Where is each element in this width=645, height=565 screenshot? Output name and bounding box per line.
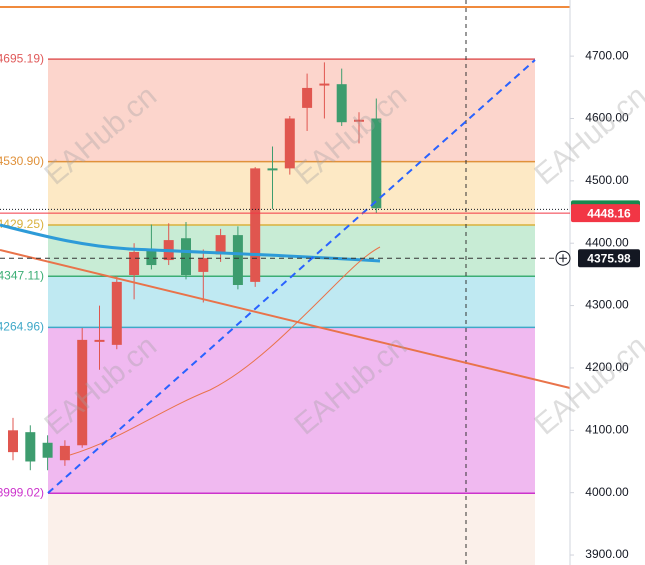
candle-body bbox=[250, 168, 261, 282]
candle-body bbox=[77, 339, 88, 446]
y-tick-label: 4200.00 bbox=[585, 360, 629, 374]
candle-body bbox=[42, 442, 53, 458]
fib-label: (4530.90) bbox=[0, 154, 44, 168]
candle-body bbox=[319, 83, 330, 86]
fib-zone bbox=[48, 276, 535, 328]
y-tick-label: 4400.00 bbox=[585, 235, 629, 249]
plot bbox=[8, 62, 382, 471]
fib-zones: (4695.19)(4530.90)(4429.25)(4347.11)(426… bbox=[0, 51, 535, 565]
candle-body bbox=[129, 251, 140, 276]
price-badge bbox=[578, 249, 640, 268]
price-badge bbox=[571, 204, 640, 223]
y-tick-label: 4600.00 bbox=[585, 111, 629, 125]
candle-body bbox=[267, 168, 278, 171]
candle-body bbox=[232, 235, 243, 285]
candle-body bbox=[198, 258, 209, 272]
fib-trend-line bbox=[47, 59, 536, 494]
candle-body bbox=[336, 84, 347, 123]
fib-label: (3999.02) bbox=[0, 485, 44, 499]
fib-label: (4264.96) bbox=[0, 320, 44, 334]
candle-body bbox=[354, 119, 364, 122]
fib-label: (4695.19) bbox=[0, 51, 44, 65]
fib-zone bbox=[48, 493, 535, 565]
moving-average bbox=[0, 223, 381, 263]
candle-body bbox=[215, 235, 226, 255]
candle-body bbox=[146, 250, 157, 266]
y-tick-label: 4700.00 bbox=[585, 48, 629, 62]
trend-line bbox=[0, 249, 571, 389]
fib-zone bbox=[48, 161, 535, 225]
candle-body bbox=[111, 281, 122, 345]
fib-label: (4347.11) bbox=[0, 268, 44, 282]
price-badge-label: 4375.98 bbox=[587, 251, 631, 265]
candle-body bbox=[284, 118, 295, 169]
price-badge-label: 4448.16 bbox=[587, 206, 631, 220]
y-tick-label: 4000.00 bbox=[585, 485, 629, 499]
candle-body bbox=[94, 339, 105, 342]
candle-body bbox=[371, 118, 382, 209]
candle-body bbox=[25, 432, 36, 462]
y-tick-label: 3900.00 bbox=[585, 547, 629, 561]
candle-body bbox=[59, 445, 70, 461]
candle-body bbox=[181, 238, 191, 276]
y-tick-label: 4500.00 bbox=[585, 173, 629, 187]
fib-zone bbox=[48, 224, 535, 277]
fib-zone bbox=[48, 327, 535, 494]
candle-body bbox=[8, 430, 18, 453]
y-tick-label: 4100.00 bbox=[585, 422, 629, 436]
moving-average-thin bbox=[69, 246, 381, 456]
crosshair-icon-plus bbox=[559, 254, 567, 263]
y-tick-label: 4300.00 bbox=[585, 298, 629, 312]
candle-body bbox=[302, 87, 313, 108]
